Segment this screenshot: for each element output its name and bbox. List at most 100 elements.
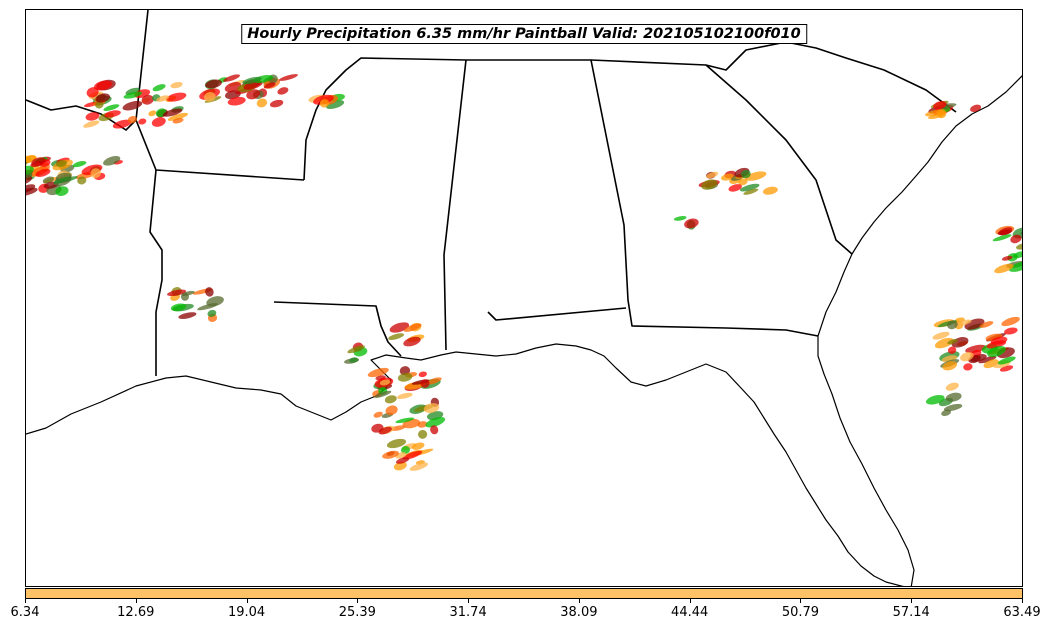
precip-blob: [170, 81, 183, 89]
precip-blob: [326, 100, 345, 110]
precip-blob: [979, 321, 994, 328]
precip-blob: [1010, 234, 1022, 244]
precip-blob: [970, 104, 982, 113]
precip-blob: [166, 92, 187, 102]
precip-blob: [390, 425, 406, 431]
precip-blob: [403, 323, 422, 332]
precip-blob: [112, 119, 132, 129]
precip-blob: [739, 183, 760, 192]
colorbar-tick: [246, 599, 248, 603]
precip-blob: [992, 234, 1012, 242]
atlantic-coast: [817, 75, 1022, 586]
precip-blob: [933, 101, 947, 110]
state-line: [135, 10, 305, 181]
precipitation-map: [26, 10, 1022, 586]
precip-blob: [1008, 261, 1022, 272]
precip-blob: [367, 367, 389, 378]
precip-blob: [246, 89, 260, 100]
precip-blob: [55, 160, 68, 167]
precip-blob: [393, 461, 407, 471]
precip-blob: [925, 395, 945, 405]
precip-blob: [347, 345, 366, 354]
precip-blob: [85, 112, 100, 121]
precip-blob: [945, 382, 959, 391]
precip-blob: [205, 287, 214, 297]
precip-blob: [706, 171, 719, 179]
precip-blob: [373, 411, 383, 418]
precip-blob: [932, 331, 950, 340]
precip-blob: [941, 409, 952, 416]
precip-blob: [35, 168, 51, 177]
precip-blob: [77, 176, 87, 185]
precip-blob: [26, 173, 33, 179]
precip-blob: [42, 176, 55, 184]
precip-blob: [151, 117, 166, 127]
precip-blob: [277, 87, 289, 95]
precip-blob: [382, 450, 399, 459]
precip-blob: [123, 91, 143, 99]
precip-blob: [998, 227, 1013, 236]
precip-blob: [928, 113, 945, 120]
state-line: [590, 41, 957, 113]
precip-blob: [197, 303, 218, 311]
precip-blob: [388, 333, 405, 340]
state-line: [26, 99, 137, 131]
precip-blob: [411, 442, 425, 450]
colorbar-tick: [578, 599, 580, 603]
state-line: [303, 57, 467, 181]
precip-blob: [1001, 316, 1020, 327]
precip-blob: [31, 157, 46, 166]
precip-blob: [26, 155, 37, 165]
precip-blob: [987, 346, 1006, 357]
state-line: [466, 59, 819, 337]
precip-blob: [423, 403, 440, 414]
colorbar-tick: [135, 599, 137, 603]
precip-blob: [263, 82, 276, 89]
precip-blob: [942, 361, 958, 371]
precip-blob: [207, 309, 217, 317]
coastline: [26, 343, 905, 586]
precip-blob: [954, 319, 972, 327]
precip-blob: [93, 80, 113, 91]
precip-blob: [684, 218, 699, 229]
precip-blob: [721, 173, 734, 181]
precip-blob: [728, 184, 742, 192]
colorbar-tick-label: 6.34: [10, 605, 40, 620]
precip-blob: [426, 377, 442, 385]
precip-blob: [319, 99, 330, 108]
precip-blob: [378, 426, 392, 435]
precip-blob: [379, 379, 391, 386]
precip-blob: [943, 403, 963, 412]
precip-blob: [125, 87, 140, 95]
precip-blob: [397, 372, 413, 382]
colorbar-tick-label: 25.39: [338, 605, 376, 620]
precip-blob: [148, 110, 157, 117]
colorbar-tick: [689, 599, 691, 603]
precip-blob: [72, 161, 87, 168]
precip-blob: [374, 390, 392, 398]
precip-blob: [103, 156, 121, 166]
precip-blob: [947, 346, 957, 354]
precip-blob: [90, 168, 101, 179]
precip-blob: [152, 84, 166, 92]
precip-blob: [138, 118, 147, 125]
precip-blob: [224, 81, 242, 93]
precip-blob: [279, 74, 298, 81]
precip-blob: [205, 79, 222, 89]
precip-blob: [83, 120, 100, 128]
precip-blob: [170, 303, 187, 312]
precip-blob: [409, 462, 428, 471]
precip-blob: [172, 117, 184, 124]
precip-blob: [141, 94, 154, 105]
colorbar-tick-label: 19.04: [227, 605, 266, 620]
precip-blob: [673, 216, 687, 221]
precip-blob: [430, 425, 439, 435]
precip-blob: [947, 338, 958, 345]
precip-blob: [86, 87, 99, 98]
precip-blob: [418, 429, 428, 439]
precip-blob: [104, 110, 121, 118]
precip-blob: [181, 292, 189, 301]
map-panel: Hourly Precipitation 6.35 mm/hr Paintbal…: [25, 9, 1023, 587]
precip-blob: [178, 312, 197, 319]
map-title: Hourly Precipitation 6.35 mm/hr Paintbal…: [241, 24, 807, 44]
